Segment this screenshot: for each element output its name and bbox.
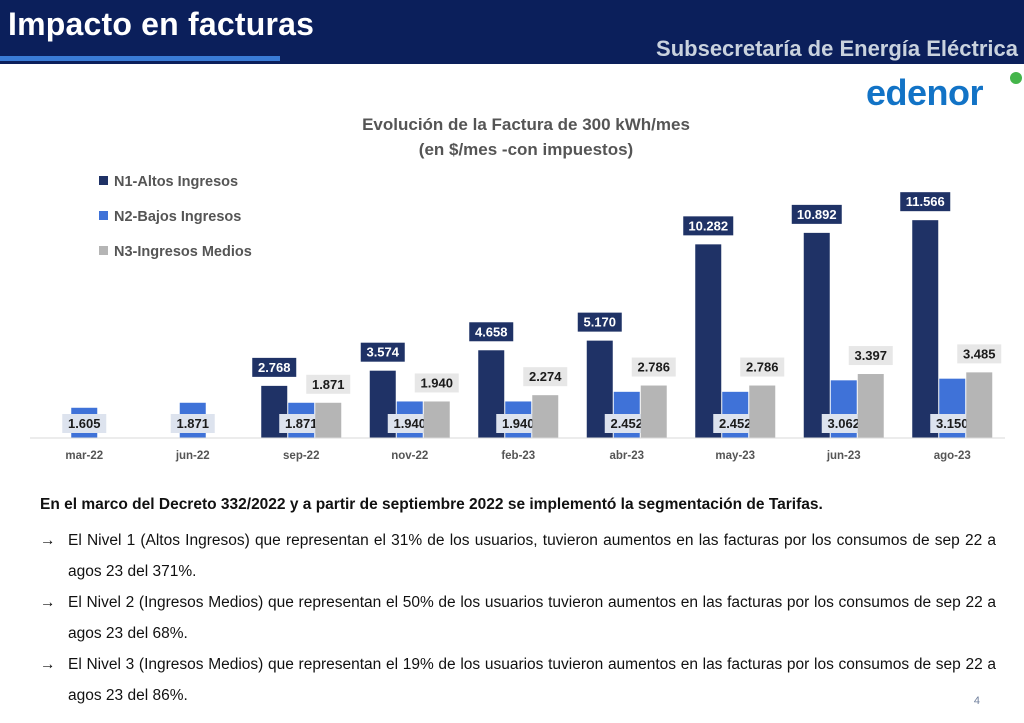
data-label: 11.566 — [906, 194, 945, 209]
data-label: 3.150 — [936, 416, 969, 431]
x-axis: mar-22 jun-22 sep-22 nov-22 feb-23 abr-23 may-… — [30, 437, 1005, 462]
bar — [857, 374, 884, 438]
data-label-box — [683, 216, 734, 236]
data-label-box — [414, 373, 459, 393]
bar — [695, 244, 722, 438]
data-label: 3.062 — [827, 416, 860, 431]
data-label: 10.892 — [797, 207, 837, 222]
data-label: 1.940 — [502, 416, 535, 431]
x-tick-label: ago-23 — [934, 450, 971, 462]
legend-swatch — [99, 176, 108, 185]
data-label: 4.658 — [475, 324, 508, 339]
bar — [749, 385, 776, 438]
x-tick-label: abr-23 — [609, 450, 644, 462]
data-label: 2.768 — [258, 360, 291, 375]
x-tick-label: may-23 — [715, 450, 755, 462]
bullet-nivel-1: → El Nivel 1 (Altos Ingresos) que repres… — [40, 525, 996, 587]
arrow-right-icon: → — [40, 656, 56, 673]
data-label: 1.940 — [420, 375, 453, 390]
data-label: 2.452 — [719, 416, 752, 431]
chart-title: Evolución de la Factura de 300 kWh/mes — [362, 115, 690, 134]
x-tick-label: jun-22 — [175, 450, 210, 462]
data-label-box — [523, 367, 568, 387]
data-label: 1.871 — [285, 416, 318, 431]
bar — [912, 220, 939, 438]
explanation-text: En el marco del Decreto 332/2022 y a par… — [40, 496, 996, 711]
data-label-box — [387, 414, 432, 433]
x-tick-label: feb-23 — [501, 450, 535, 462]
arrow-right-icon: → — [40, 594, 56, 611]
data-label: 3.574 — [366, 345, 399, 360]
legend-label: N1-Altos Ingresos — [114, 174, 238, 190]
data-label-box — [469, 322, 514, 342]
data-label-box — [713, 414, 758, 433]
x-tick-label: jun-23 — [826, 450, 861, 462]
chart-subtitle: (en $/mes -con impuestos) — [419, 140, 633, 159]
intro-text: En el marco del Decreto 332/2022 y a par… — [40, 496, 823, 513]
bar — [803, 232, 830, 438]
data-label-box — [62, 414, 107, 433]
data-label-box — [170, 414, 215, 433]
data-label-box — [360, 342, 405, 362]
data-label-box — [496, 414, 541, 433]
data-label: 2.274 — [529, 369, 562, 384]
data-label-box — [930, 414, 975, 433]
bullet-text: El Nivel 1 (Altos Ingresos) que represen… — [68, 532, 996, 580]
data-label: 1.871 — [312, 377, 345, 392]
data-label: 2.452 — [610, 416, 643, 431]
bar — [423, 401, 450, 438]
data-label-box — [631, 357, 676, 377]
data-label-box — [848, 346, 893, 366]
legend-label: N2-Bajos Ingresos — [114, 209, 241, 225]
x-tick-label: nov-22 — [391, 450, 428, 462]
x-tick-label: mar-22 — [65, 450, 103, 462]
header-subtitle: Subsecretaría de Energía Eléctrica — [656, 36, 1018, 61]
bullet-nivel-3: → El Nivel 3 (Ingresos Medios) que repre… — [40, 649, 996, 711]
data-label-box — [306, 374, 351, 394]
data-label-box — [279, 414, 324, 433]
data-label-box — [604, 414, 649, 433]
x-tick-label: sep-22 — [283, 450, 319, 462]
legend-swatch — [99, 211, 108, 220]
data-label-box — [252, 357, 297, 377]
data-label-box — [900, 192, 951, 212]
bar — [315, 402, 342, 438]
logo-dot — [1010, 72, 1022, 84]
data-label: 1.605 — [68, 416, 101, 431]
title-underline — [0, 56, 280, 61]
bullet-text: El Nivel 3 (Ingresos Medios) que represe… — [68, 656, 996, 704]
arrow-right-icon: → — [40, 532, 56, 549]
data-label: 3.485 — [963, 346, 996, 361]
bullet-nivel-2: → El Nivel 2 (Ingresos Medios) que repre… — [40, 587, 996, 649]
data-label-box — [821, 414, 866, 433]
page-number: 4 — [973, 695, 980, 707]
data-label-box — [957, 344, 1002, 364]
legend-swatch — [99, 246, 108, 255]
data-label: 10.282 — [688, 218, 728, 233]
bar — [640, 385, 667, 438]
header-bar: Impacto en facturas Subsecretaría de Ene… — [0, 0, 1024, 64]
data-label: 2.786 — [746, 360, 779, 375]
data-label: 5.170 — [583, 315, 616, 330]
data-label-box — [791, 204, 842, 224]
logo-text: edenor — [866, 72, 984, 113]
data-label-box — [577, 312, 622, 332]
bullet-text: El Nivel 2 (Ingresos Medios) que represe… — [68, 594, 996, 642]
data-label: 1.871 — [176, 416, 209, 431]
data-label: 3.397 — [854, 348, 887, 363]
chart-legend: N1-Altos Ingresos N2-Bajos Ingresos N3-Ing… — [99, 174, 252, 260]
data-label: 1.940 — [393, 416, 426, 431]
bar — [532, 395, 559, 438]
chart-bars: 1.605 1.871 2.768 1.871 1.871 3.574 1.940 1.940… — [62, 192, 1002, 438]
data-label-box — [740, 357, 785, 377]
bar — [966, 372, 993, 438]
legend-label: N3-Ingresos Medios — [114, 244, 252, 260]
page-title: Impacto en facturas — [8, 6, 315, 42]
data-label: 2.786 — [637, 360, 670, 375]
bar-chart: Evolución de la Factura de 300 kWh/mes (… — [30, 115, 1005, 462]
